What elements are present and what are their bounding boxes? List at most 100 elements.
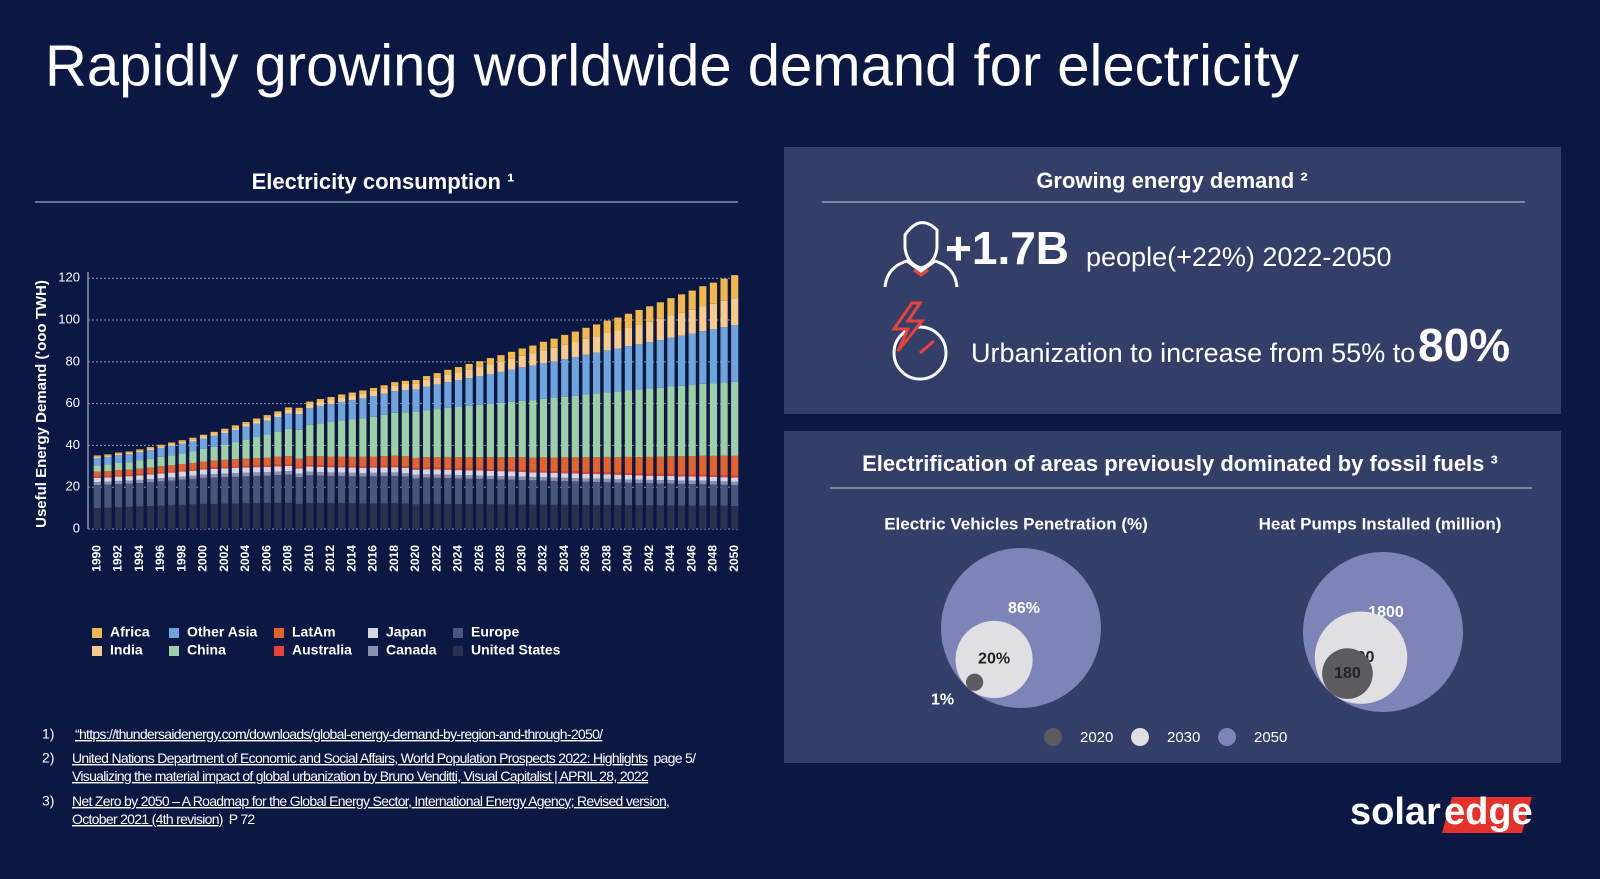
bar-segment (274, 464, 282, 467)
bar-segment (454, 372, 463, 381)
bar-segment (221, 503, 229, 529)
bar-segment (253, 467, 261, 473)
bar-segment (731, 455, 739, 476)
bar-segment (454, 406, 463, 458)
x-tick-label: 2020 (408, 545, 422, 572)
bar-segment (93, 465, 101, 472)
bar-segment (210, 477, 218, 504)
bar-segment (667, 386, 675, 457)
bar-segment (253, 437, 261, 458)
bar-segment (168, 505, 176, 529)
footnote-segment: “https://thundersaidenergy.com/downloads… (75, 726, 603, 742)
bar-segment (635, 324, 643, 345)
bar-segment (401, 467, 409, 474)
bar-segment (168, 443, 176, 446)
bar-segment (231, 466, 240, 468)
bar-segment (635, 505, 643, 529)
bubble (965, 673, 984, 691)
bar-segment (433, 409, 441, 458)
bar-segment (561, 344, 569, 360)
bar-segment (104, 456, 112, 465)
bar-segment (316, 405, 324, 424)
bar-segment (210, 468, 218, 475)
bar-segment (486, 364, 494, 374)
bar-segment (592, 481, 601, 505)
bar-segment (518, 457, 526, 471)
bar-segment (189, 441, 197, 452)
bar-segment (348, 472, 356, 477)
bar-segment (423, 503, 431, 529)
bar-segment (369, 396, 378, 417)
bar-segment (433, 503, 441, 529)
bubble-title: Heat Pumps Installed (million) (1259, 514, 1502, 533)
bar-segment (136, 449, 144, 451)
logo-text: edge (1444, 791, 1533, 833)
bar-segment (210, 431, 218, 434)
bar-segment (550, 504, 558, 529)
bar-segment (614, 391, 622, 458)
bar-segment (454, 470, 463, 476)
bar-segment (539, 341, 548, 351)
bubble-label: 86% (1008, 600, 1040, 617)
bar-segment (571, 395, 579, 458)
bar-segment (624, 456, 633, 474)
bar-segment (327, 396, 335, 400)
bar-segment (178, 476, 186, 480)
x-tick-label: 2014 (344, 545, 358, 572)
bar-segment (284, 474, 293, 503)
bar-segment (529, 470, 537, 473)
bar-segment (189, 437, 197, 440)
legend-swatch (1044, 728, 1062, 746)
bar-segment (508, 351, 516, 359)
footnote: Net Zero by 2050 – A Roadmap for the Glo… (72, 793, 669, 809)
bar-segment (497, 361, 505, 372)
bar-segment (667, 456, 675, 475)
bar-segment (582, 338, 590, 355)
bar-segment (699, 474, 707, 477)
bar-segment (391, 391, 399, 413)
footnote: Visualizing the material impact of globa… (72, 768, 649, 784)
bar-segment (688, 505, 696, 529)
bar-segment (316, 399, 324, 402)
x-tick-label: 2042 (642, 545, 656, 572)
bar-segment (274, 411, 282, 414)
x-tick-label: 2016 (366, 545, 380, 572)
bar-segment (263, 472, 271, 476)
bubble (1322, 648, 1373, 699)
bar-segment (274, 466, 282, 472)
bar-segment (359, 503, 367, 529)
bar-segment (146, 448, 155, 451)
bar-segment (114, 455, 123, 463)
bar-segment (539, 457, 548, 471)
bar-segment (699, 383, 707, 456)
legend-label: LatAm (292, 624, 336, 640)
bar-segment (231, 467, 240, 474)
bar-segment (125, 454, 133, 463)
bar-segment (614, 317, 622, 331)
bar-segment (348, 503, 356, 529)
bar-segment (486, 469, 494, 471)
bar-segment (667, 505, 675, 529)
bar-segment (550, 361, 558, 398)
bar-segment (550, 347, 558, 362)
bar-segment (93, 508, 101, 529)
bar-segment (189, 451, 197, 463)
bar-segment (444, 374, 452, 383)
bar-segment (677, 294, 686, 313)
bar-segment (444, 467, 452, 470)
bar-segment (677, 385, 686, 457)
bubble-label: 180 (1334, 665, 1361, 682)
legend-label: China (187, 642, 226, 658)
bar-segment (667, 315, 675, 338)
bar-segment (444, 469, 452, 475)
footnote-number: 2) (42, 750, 54, 766)
bar-segment (582, 354, 590, 395)
bar-segment (295, 458, 303, 467)
bar-segment (157, 466, 165, 473)
bar-segment (592, 393, 601, 458)
legend-label: Japan (386, 624, 426, 640)
bar-segment (274, 417, 282, 432)
legend-label: Africa (110, 624, 150, 640)
bar-segment (338, 420, 346, 457)
bar-segment (699, 286, 707, 307)
